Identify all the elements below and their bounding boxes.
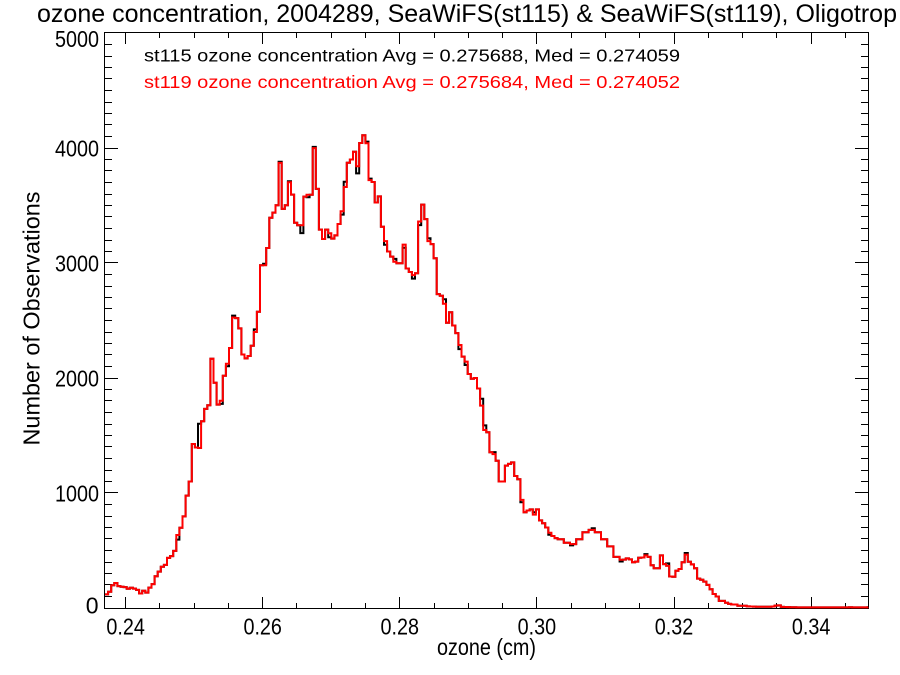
svg-text:3000: 3000 [55,250,99,276]
svg-text:4000: 4000 [55,135,99,161]
svg-text:ozone (cm): ozone (cm) [437,634,536,660]
svg-text:ozone concentration, 2004289,: ozone concentration, 2004289, SeaWiFS(st… [37,0,897,28]
svg-text:0.34: 0.34 [792,613,831,639]
svg-text:st119 ozone concentration Avg: st119 ozone concentration Avg = 0.275684… [144,72,680,92]
svg-text:5000: 5000 [55,26,99,52]
svg-text:0.32: 0.32 [655,613,694,639]
svg-text:Number of Observations: Number of Observations [19,191,45,445]
svg-text:1000: 1000 [55,480,99,506]
svg-text:st115 ozone concentration Avg: st115 ozone concentration Avg = 0.275688… [144,46,680,66]
svg-text:0.30: 0.30 [518,613,557,639]
svg-text:0.24: 0.24 [106,613,145,639]
svg-text:0.28: 0.28 [381,613,420,639]
svg-text:2000: 2000 [55,365,99,391]
svg-text:0: 0 [86,593,99,619]
svg-text:0.26: 0.26 [243,613,282,639]
